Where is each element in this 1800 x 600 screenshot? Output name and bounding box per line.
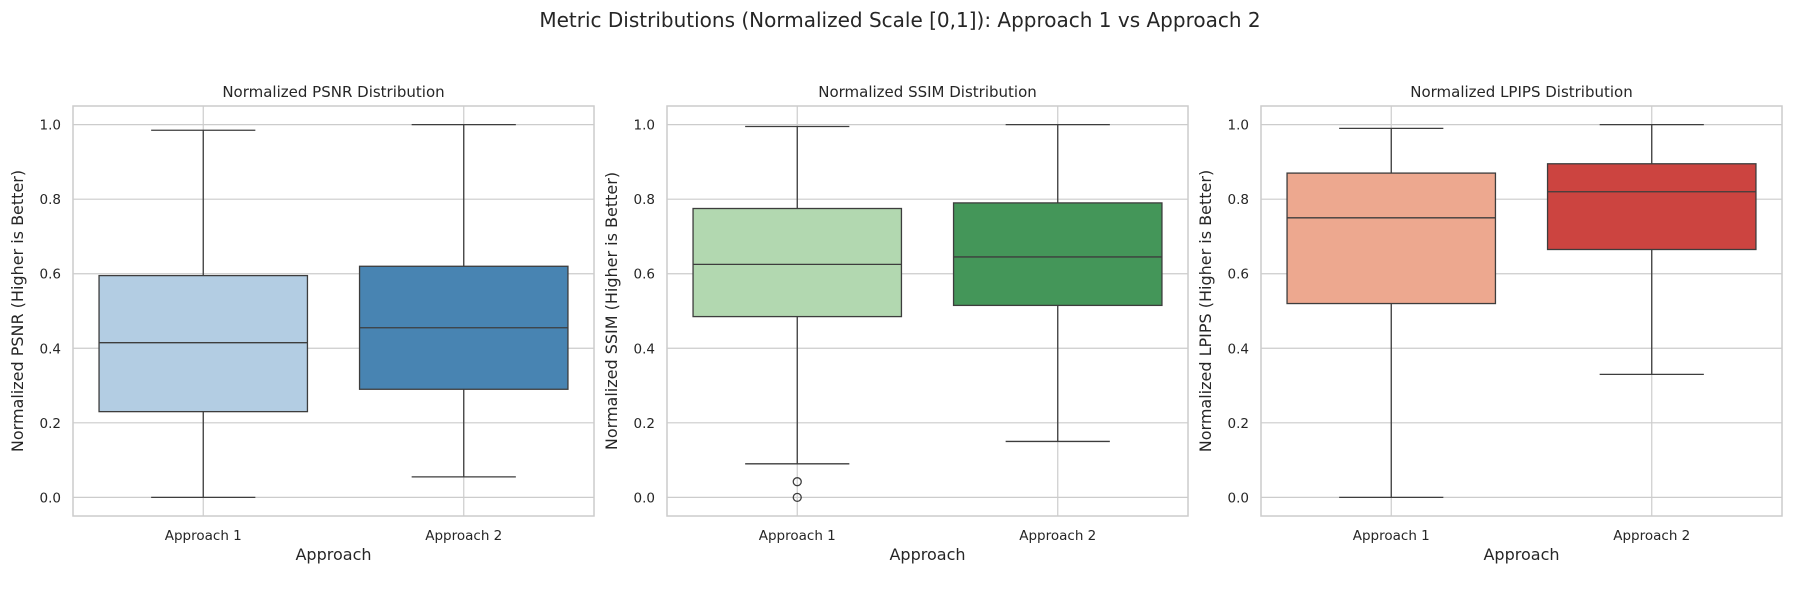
y-tick-label: 0.4 bbox=[40, 341, 61, 357]
box-2 bbox=[952, 123, 1163, 443]
box-1 bbox=[1286, 127, 1497, 499]
x-tick-label: Approach 2 bbox=[425, 528, 502, 544]
box-iqr bbox=[98, 274, 309, 413]
box-1 bbox=[692, 125, 903, 503]
x-axis-label: Approach bbox=[889, 545, 965, 564]
chart-panel-3: 0.0 0.2 0.4 0.6 0.8 1.0 Approach 1 Approach 2 No… bbox=[1196, 83, 1783, 564]
chart-panel-2: 0.0 0.2 0.4 0.6 0.8 1.0 Approach 1 Approach 2 No… bbox=[602, 83, 1189, 564]
panel-title: Normalized SSIM Distribution bbox=[818, 83, 1037, 101]
y-tick-label: 0.4 bbox=[634, 341, 655, 357]
y-tick-label: 0.0 bbox=[40, 490, 61, 506]
y-tick-label: 0.2 bbox=[634, 416, 655, 432]
x-tick-label: Approach 2 bbox=[1613, 528, 1690, 544]
y-tick-label: 0.8 bbox=[1228, 192, 1249, 208]
flier-point bbox=[792, 477, 802, 487]
flier-point bbox=[792, 492, 802, 503]
chart-panel-1: 0.0 0.2 0.4 0.6 0.8 1.0 Approach 1 Approach 2 No… bbox=[8, 83, 595, 564]
y-tick-label: 1.0 bbox=[1228, 118, 1249, 134]
y-tick-label: 0.0 bbox=[634, 490, 655, 506]
y-tick-label: 0.4 bbox=[1228, 341, 1249, 357]
y-tick-label: 0.2 bbox=[40, 416, 61, 432]
x-tick-label: Approach 1 bbox=[165, 528, 242, 544]
box-1 bbox=[98, 129, 309, 499]
box-iqr bbox=[1546, 163, 1757, 251]
y-tick-label: 0.2 bbox=[1228, 416, 1249, 432]
panel-title: Normalized PSNR Distribution bbox=[222, 83, 444, 101]
plot-frame bbox=[1260, 105, 1783, 517]
box-2 bbox=[358, 123, 569, 478]
y-axis-label: Normalized PSNR (Higher is Better) bbox=[8, 170, 27, 452]
plot-frame bbox=[666, 105, 1189, 517]
y-tick-label: 0.0 bbox=[1228, 490, 1249, 506]
x-axis-label: Approach bbox=[1483, 545, 1559, 564]
panel-title: Normalized LPIPS Distribution bbox=[1410, 83, 1633, 101]
plot-frame bbox=[72, 105, 595, 517]
panels: 0.0 0.2 0.4 0.6 0.8 1.0 Approach 1 Approach 2 No… bbox=[8, 83, 1783, 564]
y-tick-label: 0.6 bbox=[1228, 267, 1249, 283]
x-tick-label: Approach 1 bbox=[1353, 528, 1430, 544]
y-tick-label: 0.6 bbox=[40, 267, 61, 283]
x-axis-label: Approach bbox=[295, 545, 371, 564]
y-tick-label: 1.0 bbox=[40, 118, 61, 134]
y-tick-label: 1.0 bbox=[634, 118, 655, 134]
y-tick-label: 0.6 bbox=[634, 267, 655, 283]
y-tick-label: 0.8 bbox=[40, 192, 61, 208]
y-axis-label: Normalized SSIM (Higher is Better) bbox=[602, 172, 621, 450]
box-iqr bbox=[952, 202, 1163, 307]
y-tick-label: 0.8 bbox=[634, 192, 655, 208]
box-iqr bbox=[692, 207, 903, 318]
box-2 bbox=[1546, 123, 1757, 376]
figure-title: Metric Distributions (Normalized Scale [… bbox=[539, 8, 1260, 32]
x-tick-label: Approach 1 bbox=[759, 528, 836, 544]
x-tick-label: Approach 2 bbox=[1019, 528, 1096, 544]
y-axis-label: Normalized LPIPS (Higher is Better) bbox=[1196, 170, 1215, 452]
box-iqr bbox=[1286, 172, 1497, 305]
